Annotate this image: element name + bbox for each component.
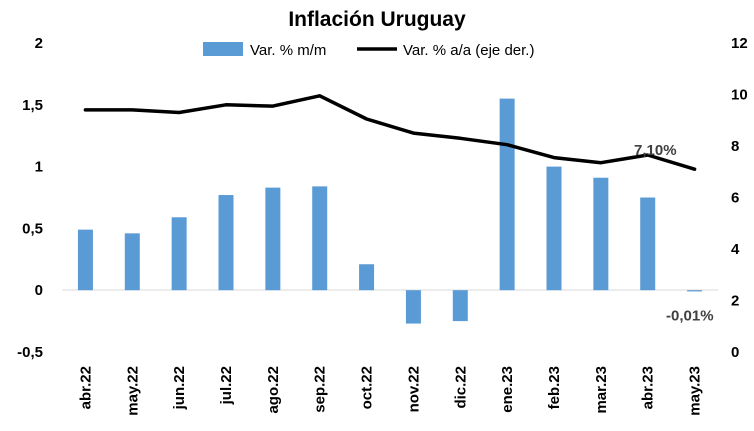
legend-swatch-monthly — [203, 42, 243, 56]
right-axis-tick-label: 4 — [731, 241, 740, 258]
legend: Var. % m/m Var. % a/a (eje der.) — [203, 42, 534, 59]
right-axis-tick-label: 0 — [731, 344, 739, 361]
x-axis-tick-label: abr.22 — [77, 366, 94, 409]
x-axis-tick-label: may.23 — [687, 366, 704, 416]
bar-sep.22 — [312, 186, 328, 291]
right-axis-tick-label: 12 — [731, 35, 748, 52]
right-axis-tick-label: 10 — [731, 87, 748, 104]
annotations: 7,10% -0,01% — [634, 142, 714, 324]
bar-mar.23 — [593, 177, 609, 291]
x-axis-tick-label: oct.22 — [359, 366, 376, 409]
x-axis-tick-label: jun.22 — [171, 366, 188, 410]
left-axis-tick-label: -0,5 — [17, 344, 43, 361]
legend-label-monthly: Var. % m/m — [250, 42, 326, 59]
chart-title: Inflación Uruguay — [288, 8, 466, 31]
right-axis-tick-label: 8 — [731, 138, 739, 155]
left-axis-tick-label: 0 — [35, 282, 43, 299]
x-axis-ticks: abr.22 may.22 jun.22 jul.22 ago.22 sep.22 oct.… — [77, 366, 703, 416]
bar-abr.23 — [640, 197, 656, 291]
right-axis-tick-label: 2 — [731, 293, 739, 310]
x-axis-tick-label: jul.22 — [218, 366, 235, 405]
left-axis-tick-label: 1,5 — [22, 97, 43, 114]
left-axis-tick-label: 0,5 — [22, 220, 43, 237]
left-axis-tick-label: 2 — [35, 35, 43, 52]
line-series — [83, 94, 697, 171]
x-axis-tick-label: ago.22 — [265, 366, 282, 414]
bar-nov.22 — [405, 290, 421, 324]
annual-inflation-line — [83, 94, 697, 171]
bar-jul.22 — [218, 195, 234, 291]
right-axis-ticks: 0 2 4 6 8 10 12 — [731, 35, 748, 361]
bar-may.23 — [687, 290, 703, 292]
left-axis-tick-label: 1 — [35, 159, 43, 176]
x-axis-tick-label: dic.22 — [452, 366, 469, 409]
x-axis-tick-label: nov.22 — [405, 366, 422, 412]
legend-label-annual: Var. % a/a (eje der.) — [403, 42, 534, 59]
bar-jun.22 — [171, 217, 187, 291]
bar-oct.22 — [359, 264, 375, 291]
bar-abr.22 — [77, 229, 93, 291]
bar-series — [77, 98, 703, 324]
data-label-monthly: -0,01% — [666, 307, 714, 324]
bar-ago.22 — [265, 187, 281, 291]
bar-may.22 — [124, 233, 140, 291]
left-axis-ticks: -0,5 0 0,5 1 1,5 2 — [17, 35, 43, 361]
bar-feb.23 — [546, 166, 562, 291]
bar-ene.23 — [499, 98, 515, 291]
x-axis-tick-label: ene.23 — [499, 366, 516, 413]
data-label-annual: 7,10% — [634, 142, 677, 159]
x-axis-tick-label: abr.23 — [640, 366, 657, 409]
x-axis-tick-label: sep.22 — [312, 366, 329, 413]
x-axis-tick-label: may.22 — [124, 366, 141, 416]
bar-dic.22 — [452, 290, 468, 322]
x-axis-tick-label: mar.23 — [593, 366, 610, 414]
right-axis-tick-label: 6 — [731, 190, 739, 207]
x-axis-tick-label: feb.23 — [546, 366, 563, 409]
